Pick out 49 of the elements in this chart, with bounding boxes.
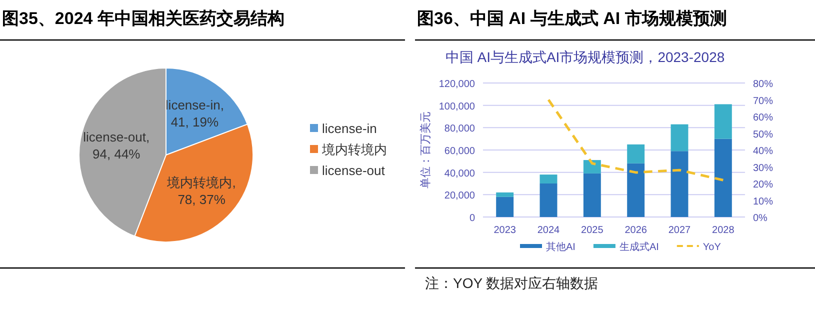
- bar: [583, 160, 601, 174]
- y-tick-label: 120,000: [438, 79, 476, 90]
- y2-tick-label: 20%: [753, 180, 774, 190]
- x-tick-label: 2024: [537, 225, 560, 236]
- y2-tick-label: 10%: [753, 196, 774, 208]
- text: 注：YOY 数据对应右轴数据: [425, 275, 598, 291]
- y-tick-label: 60,000: [444, 146, 476, 157]
- x-tick-label: 2027: [668, 225, 692, 236]
- legend-label: 其他AI: [546, 241, 576, 253]
- y-tick-label: 0: [469, 213, 476, 224]
- data-label: license-in, 41, 19%: [165, 97, 224, 130]
- legend-label: 境内转境内: [321, 142, 387, 157]
- chart-title: 图36、中国 AI 与生成式 AI 市场规模预测: [417, 9, 727, 28]
- y-tick-label: 100,000: [438, 101, 476, 112]
- legend-label: license-in: [322, 121, 377, 136]
- x-tick-label: 2026: [624, 225, 648, 236]
- bar: [540, 174, 558, 184]
- bar: [714, 104, 732, 139]
- x-tick-label: 2023: [494, 225, 516, 236]
- legend-label: YoY: [702, 242, 722, 253]
- y2-tick-label: 70%: [753, 96, 774, 107]
- data-label: license-out, 94, 44%: [83, 130, 150, 162]
- y2-tick-label: 60%: [753, 112, 774, 124]
- bar: [496, 192, 514, 197]
- y2-tick-label: 50%: [753, 129, 774, 140]
- bar: [496, 196, 514, 217]
- bar: [627, 144, 645, 164]
- bar: [540, 184, 558, 217]
- line-series: [547, 98, 724, 182]
- bar: [670, 151, 688, 217]
- y-axis-title: 单位：百万美元: [419, 112, 432, 188]
- y-tick-label: 40,000: [444, 168, 476, 180]
- y2-tick-label: 0%: [753, 213, 768, 224]
- x-tick-label: 2025: [581, 225, 604, 236]
- bar: [583, 173, 601, 217]
- x-tick-label: 2028: [712, 225, 735, 236]
- y2-tick-label: 80%: [753, 79, 774, 90]
- y-tick-label: 20,000: [444, 190, 476, 202]
- y2-tick-label: 30%: [753, 162, 774, 174]
- legend-label: 生成式AI: [619, 241, 659, 253]
- y-tick-label: 80,000: [444, 124, 476, 135]
- data-label: 境内转境内, 78, 37%: [166, 174, 236, 207]
- chart-subtitle: 中国 AI与生成式AI市场规模预测，2023-2028: [445, 49, 725, 65]
- bar: [714, 138, 732, 217]
- y2-tick-label: 40%: [753, 146, 774, 157]
- bar: [670, 124, 688, 152]
- legend-label: license-out: [322, 163, 386, 178]
- chart-title: 图35、2024 年中国相关医药交易结构: [2, 9, 284, 28]
- bar: [627, 163, 645, 217]
